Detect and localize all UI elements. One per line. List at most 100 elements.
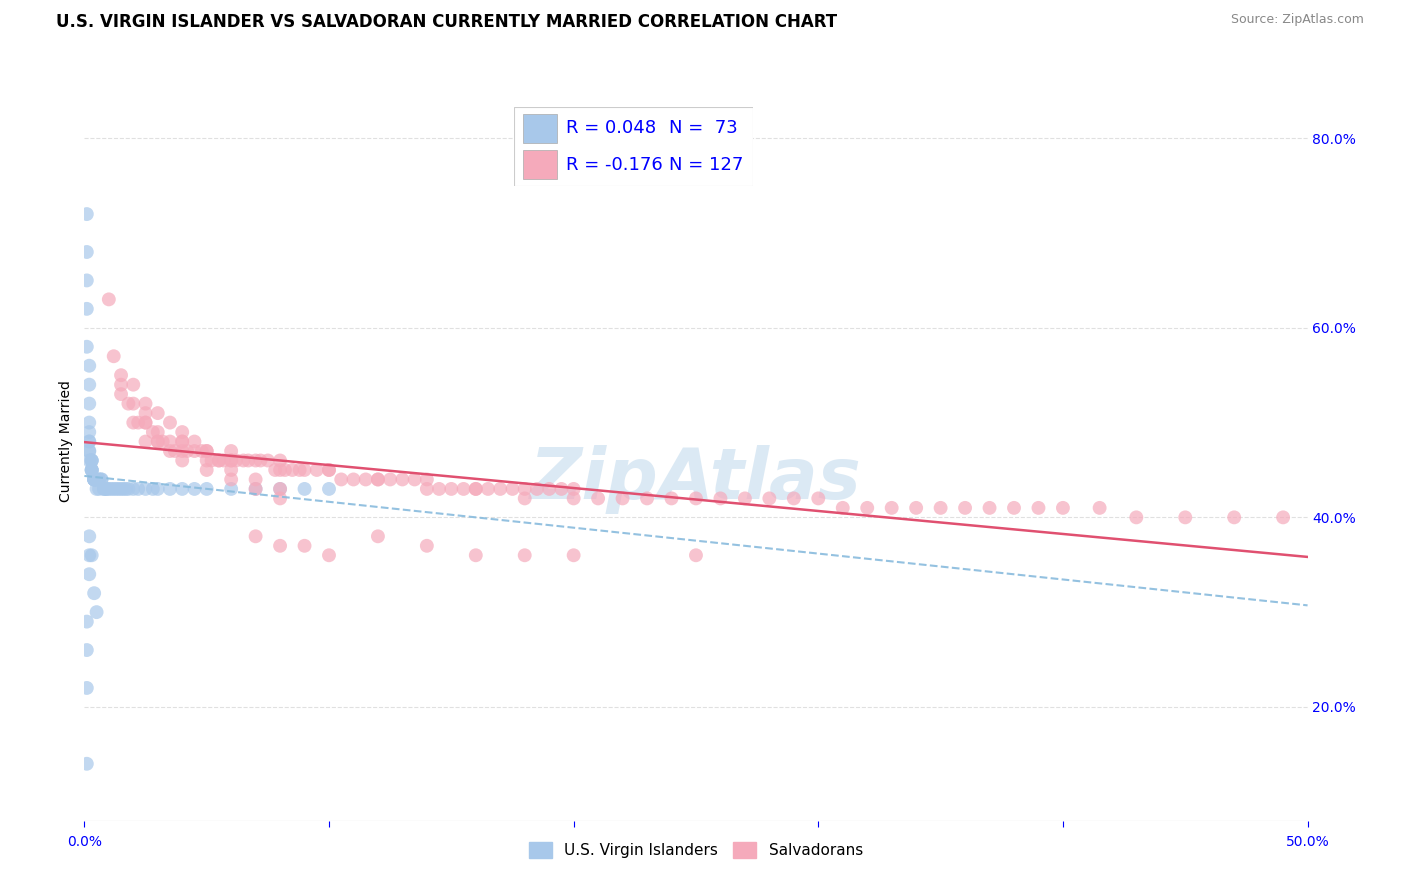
Point	[758, 491, 780, 506]
Point	[416, 473, 439, 487]
Point	[152, 434, 174, 449]
Point	[1223, 510, 1246, 524]
Point	[83, 586, 105, 600]
Point	[219, 482, 242, 496]
Point	[318, 463, 340, 477]
Point	[636, 491, 658, 506]
Point	[238, 453, 260, 467]
Point	[96, 482, 118, 496]
Text: 0.0%: 0.0%	[67, 835, 101, 848]
Point	[80, 453, 103, 467]
Point	[905, 500, 928, 515]
Point	[562, 491, 585, 506]
Point	[159, 416, 181, 430]
Point	[416, 482, 439, 496]
Point	[110, 387, 132, 401]
Point	[115, 482, 138, 496]
Point	[77, 529, 100, 543]
Point	[90, 473, 112, 487]
Point	[1088, 500, 1111, 515]
Point	[86, 473, 108, 487]
Text: ZipAtlas: ZipAtlas	[530, 445, 862, 514]
Point	[163, 444, 186, 458]
Point	[464, 548, 486, 563]
Point	[195, 444, 218, 458]
Point	[76, 756, 98, 771]
Point	[76, 615, 98, 629]
Point	[440, 482, 463, 496]
Point	[1002, 500, 1025, 515]
Point	[135, 416, 157, 430]
Text: R = -0.176: R = -0.176	[567, 156, 664, 174]
Point	[122, 377, 145, 392]
Point	[288, 463, 311, 477]
Point	[269, 453, 291, 467]
Text: Source: ZipAtlas.com: Source: ZipAtlas.com	[1230, 13, 1364, 27]
Point	[159, 444, 181, 458]
Point	[172, 482, 194, 496]
Point	[294, 463, 316, 477]
Point	[142, 482, 165, 496]
Point	[83, 473, 105, 487]
Point	[77, 359, 100, 373]
Point	[97, 293, 120, 307]
Point	[318, 463, 340, 477]
Point	[274, 463, 297, 477]
Point	[107, 482, 129, 496]
Point	[195, 453, 218, 467]
Point	[146, 434, 169, 449]
Point	[76, 273, 98, 287]
Point	[219, 444, 242, 458]
Point	[90, 473, 112, 487]
Point	[80, 463, 103, 477]
Point	[191, 444, 214, 458]
Point	[264, 463, 287, 477]
Point	[685, 491, 707, 506]
Point	[146, 406, 169, 420]
Point	[195, 482, 218, 496]
Point	[80, 453, 103, 467]
Point	[87, 473, 110, 487]
Point	[172, 434, 194, 449]
Point	[294, 539, 316, 553]
Point	[100, 482, 122, 496]
Point	[550, 482, 572, 496]
Point	[709, 491, 731, 506]
Point	[146, 425, 169, 439]
Point	[953, 500, 976, 515]
Point	[122, 482, 145, 496]
Point	[208, 453, 231, 467]
Text: N =  73: N = 73	[669, 120, 738, 137]
Point	[83, 473, 105, 487]
Point	[76, 643, 98, 657]
Point	[176, 444, 198, 458]
Point	[562, 482, 585, 496]
Point	[489, 482, 512, 496]
Point	[80, 463, 103, 477]
Point	[305, 463, 328, 477]
Point	[135, 416, 157, 430]
Point	[354, 473, 377, 487]
Point	[245, 473, 267, 487]
Point	[685, 548, 707, 563]
Point	[661, 491, 683, 506]
Point	[146, 434, 169, 449]
Point	[76, 244, 98, 259]
Point	[77, 567, 100, 582]
Point	[77, 377, 100, 392]
Point	[127, 416, 149, 430]
Point	[586, 491, 609, 506]
Text: R = 0.048: R = 0.048	[567, 120, 657, 137]
Point	[1125, 510, 1147, 524]
Point	[77, 434, 100, 449]
Point	[1052, 500, 1074, 515]
Point	[464, 482, 486, 496]
Point	[183, 482, 205, 496]
Point	[269, 482, 291, 496]
Point	[96, 482, 118, 496]
Point	[477, 482, 499, 496]
Point	[269, 482, 291, 496]
Point	[538, 482, 561, 496]
Point	[219, 453, 242, 467]
Point	[86, 473, 108, 487]
